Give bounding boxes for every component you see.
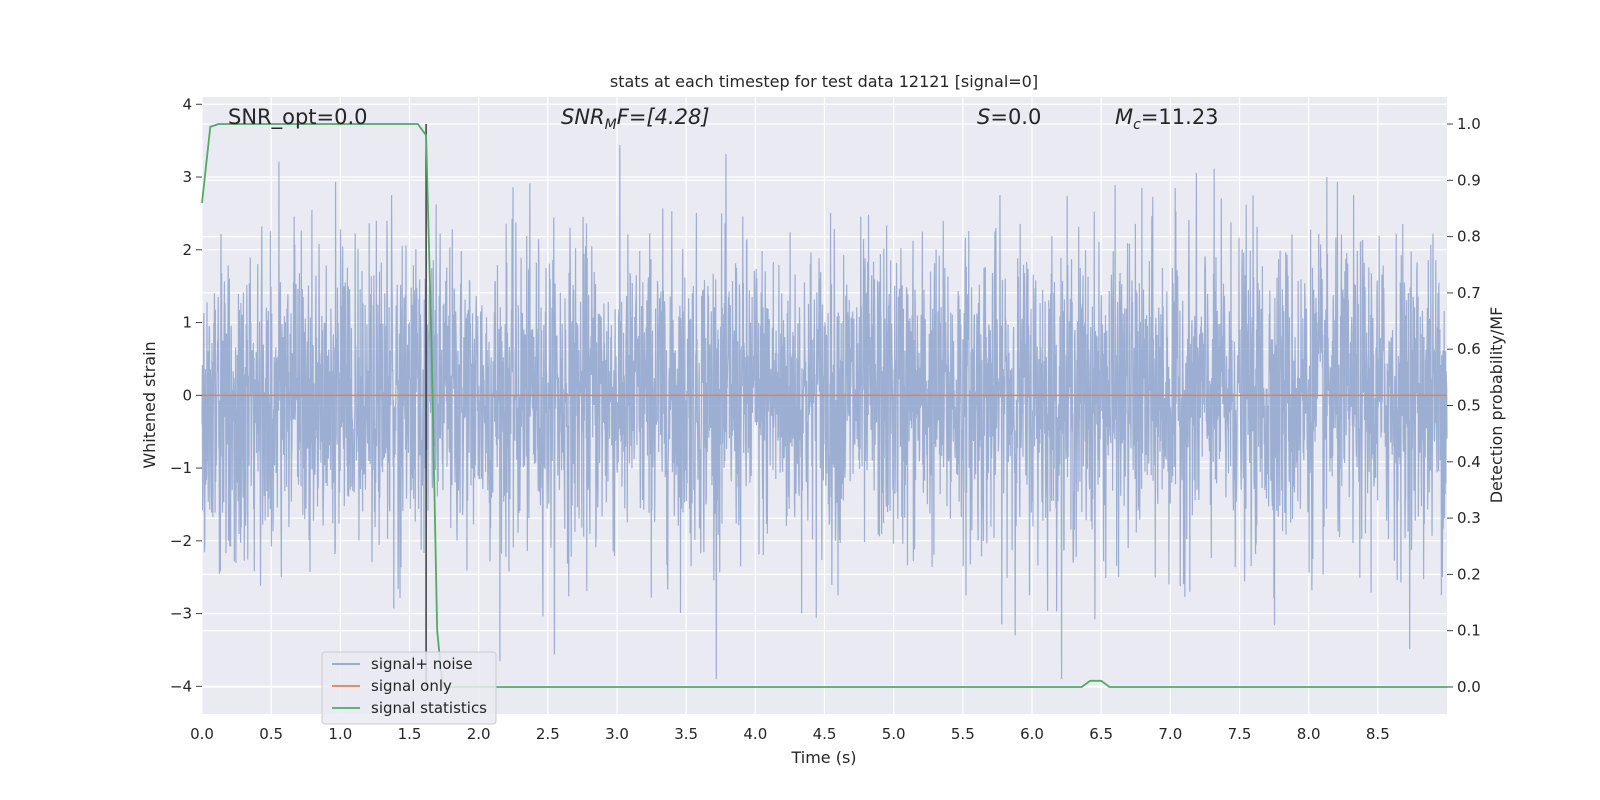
x-tick-label: 2.0	[467, 725, 491, 743]
snr-mf-symbol: SNR	[561, 105, 605, 129]
signal-noise-trace	[201, 145, 1448, 680]
snr-mf-rest: F=[4.28]	[617, 105, 710, 129]
x-tick-label: 6.0	[1020, 725, 1044, 743]
x-tick-label: 7.0	[1158, 725, 1182, 743]
snr-opt-annotation: SNR_opt=0.0	[228, 105, 368, 130]
left-y-tick-label: 3	[182, 168, 192, 186]
left-y-tick-label: 0	[182, 386, 192, 404]
right-y-tick-label: 0.9	[1457, 171, 1481, 189]
left-y-tick-label: 2	[182, 241, 192, 259]
x-tick-label: 1.5	[398, 725, 422, 743]
left-y-tick-label: −4	[170, 677, 192, 695]
x-tick-label: 3.0	[605, 725, 629, 743]
right-y-tick-label: 0.4	[1457, 453, 1481, 471]
x-tick-label: 2.5	[536, 725, 560, 743]
mc-symbol: M	[1115, 105, 1133, 129]
right-y-tick-labels: 0.0 0.1 0.2 0.3 0.4 0.5 0.6 0.7 0.8 0.9 1.0	[1447, 115, 1481, 696]
x-tick-label: 6.5	[1089, 725, 1113, 743]
x-tick-labels: 0.0 0.5 1.0 1.5 2.0 2.5 3.0 3.5 4.0 4.5 5.0 5.5 6.0 6…	[190, 725, 1390, 743]
right-y-tick-label: 0.5	[1457, 397, 1481, 415]
right-y-tick-label: 0.7	[1457, 284, 1481, 302]
left-y-axis-label: Whitened strain	[140, 341, 159, 468]
x-tick-label: 4.0	[743, 725, 767, 743]
x-tick-label: 5.0	[882, 725, 906, 743]
right-y-axis-label: Detection probability/MF	[1487, 307, 1506, 504]
chart-title: stats at each timestep for test data 121…	[610, 72, 1038, 91]
x-tick-label: 1.0	[328, 725, 352, 743]
legend-box	[321, 651, 497, 725]
right-y-tick-label: 0.6	[1457, 340, 1481, 358]
x-tick-label: 7.5	[1228, 725, 1252, 743]
legend-label-signal-only: signal only	[371, 677, 452, 695]
left-y-tick-label: 4	[182, 95, 192, 113]
right-y-tick-label: 0.0	[1457, 678, 1481, 696]
x-tick-label: 0.5	[259, 725, 283, 743]
left-y-tick-label: −3	[170, 605, 192, 623]
snr-mf-annotation: SNRMF=[4.28]	[561, 105, 710, 133]
left-y-tick-label: −1	[170, 459, 192, 477]
x-tick-label: 3.5	[674, 725, 698, 743]
left-y-tick-label: 1	[182, 314, 192, 332]
right-y-tick-label: 0.2	[1457, 565, 1481, 583]
s-annotation: S=0.0	[977, 105, 1041, 129]
right-y-tick-label: 0.8	[1457, 228, 1481, 246]
s-rest: =0.0	[990, 105, 1041, 129]
right-y-tick-label: 0.3	[1457, 509, 1481, 527]
x-tick-label: 8.0	[1297, 725, 1321, 743]
right-y-tick-label: 1.0	[1457, 115, 1481, 133]
mc-subscript: c	[1133, 117, 1141, 133]
legend-label-signal-statistics: signal statistics	[371, 699, 487, 717]
snr-mf-subscript: M	[605, 117, 617, 133]
x-axis-label: Time (s)	[790, 748, 856, 767]
left-y-tick-label: −2	[170, 532, 192, 550]
x-tick-label: 4.5	[813, 725, 837, 743]
x-tick-label: 8.5	[1366, 725, 1390, 743]
x-tick-label: 5.5	[951, 725, 975, 743]
series-signal-noise	[201, 145, 1448, 680]
right-y-tick-label: 0.1	[1457, 622, 1481, 640]
left-y-tick-labels: −4 −3 −2 −1 0 1 2 3 4	[170, 95, 202, 695]
x-tick-label: 0.0	[190, 725, 214, 743]
legend: signal+ noise signal only signal statist…	[321, 651, 497, 725]
mc-rest: =11.23	[1141, 105, 1219, 129]
legend-label-signal-noise: signal+ noise	[371, 655, 473, 673]
s-symbol: S	[977, 105, 990, 129]
mc-annotation: Mc=11.23	[1115, 105, 1219, 133]
